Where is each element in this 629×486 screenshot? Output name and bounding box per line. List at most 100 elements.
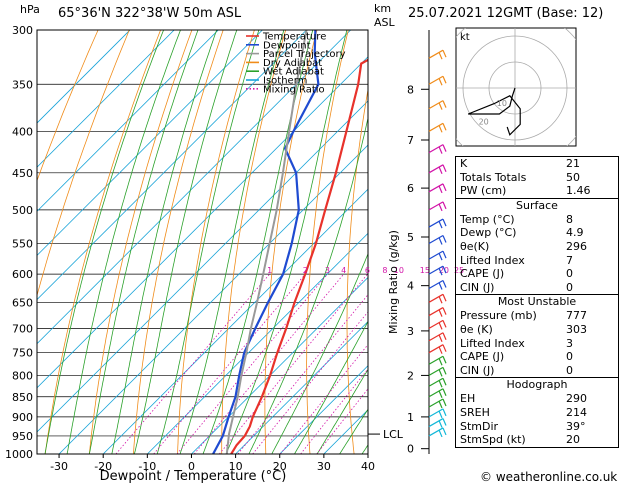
wind-barb: [428, 164, 447, 175]
wind-barb-feather: [438, 410, 443, 419]
table-row: θe (K) 303: [460, 322, 587, 336]
wind-barb-staff: [428, 75, 444, 85]
wind-barb-feather: [442, 100, 447, 108]
mixing-ratio-line: [153, 273, 306, 454]
table-row: StmDir 39°: [460, 419, 586, 433]
wind-barb-feather: [438, 203, 443, 212]
wind-barb: [428, 398, 447, 409]
height-tick-label: 6: [407, 182, 414, 195]
table-row: CIN (J) 0: [460, 363, 573, 377]
hodograph: 10 20: [456, 28, 576, 146]
wind-barb-feather: [442, 355, 447, 364]
wind-barb-staff: [428, 427, 444, 437]
wind-barb: [428, 75, 447, 86]
wind-barb-feather: [442, 201, 447, 210]
x-tick-label: -30: [50, 460, 68, 473]
hodograph-unit: kt: [460, 32, 470, 43]
wind-barb-staff: [428, 398, 444, 408]
height-tick-label: 0: [407, 443, 414, 456]
pressure-tick-label: 750: [12, 347, 33, 360]
table-row: SREH 214: [460, 405, 587, 419]
wind-barb: [428, 234, 447, 245]
isotherm-line: [37, 30, 175, 168]
table-row: CAPE (J) 0: [460, 267, 573, 281]
wind-barb-feather: [438, 380, 443, 388]
isotherm-line: [146, 232, 368, 454]
wind-barb: [428, 100, 447, 110]
isotherm-line: [279, 365, 368, 454]
table-row: CIN (J) 0: [460, 280, 573, 294]
wet-adiabat-line: [316, 368, 368, 454]
isotherm-line: [58, 144, 368, 454]
mixing-ratio-line: [237, 294, 368, 454]
dry-adiabat-line: [221, 30, 287, 454]
wet-adiabat-line: [294, 320, 368, 454]
mixing-ratio-line: [218, 273, 368, 454]
height-tick-label: 3: [407, 325, 414, 338]
wind-barb: [428, 319, 447, 330]
table-row: CAPE (J) 0: [460, 350, 573, 364]
wind-barb-feather: [442, 367, 447, 375]
wind-barb-staff: [428, 201, 444, 211]
mixing-ratio-label: 10: [394, 266, 404, 275]
x-tick-label: 30: [317, 460, 331, 473]
table-row: Temp (°C) 8: [460, 212, 573, 226]
pressure-tick-label: 350: [12, 78, 33, 91]
wind-barb-feather: [442, 218, 447, 227]
wind-barb-staff: [428, 366, 444, 376]
parcel-trajectory-line: [225, 30, 308, 454]
wind-barb-feather: [442, 294, 447, 302]
isotherm-line: [235, 321, 368, 454]
wind-barb-staff: [428, 344, 444, 354]
wind-barb-feather: [438, 237, 443, 245]
wind-barb-staff: [428, 183, 444, 193]
x-tick-label: 20: [273, 460, 287, 473]
credit-text: © weatheronline.co.uk: [480, 470, 618, 484]
x-tick-label: -20: [94, 460, 112, 473]
table-row: EH 290: [460, 392, 587, 406]
legend-label: Parcel Trajectory: [263, 49, 346, 60]
height-tick-label: 7: [407, 134, 414, 147]
wind-barb-feather: [438, 252, 443, 261]
mixing-ratio-label: 8: [382, 266, 387, 275]
isotherm-line: [37, 30, 352, 345]
wind-barb-staff: [428, 49, 444, 59]
mixing-ratio-label: 3: [325, 266, 330, 275]
table-row: StmSpd (kt) 20: [460, 433, 580, 447]
table-row: Lifted Index 3: [460, 336, 573, 350]
wind-barb-feather: [438, 267, 443, 276]
wind-barb-feather: [438, 78, 443, 86]
wind-barb-staff: [428, 293, 444, 303]
mixing-ratio-label: 2: [303, 266, 308, 275]
wind-barb: [428, 377, 447, 388]
hodograph-frame: [455, 27, 577, 147]
wind-barb: [428, 250, 447, 261]
wind-barb-staff: [428, 307, 444, 317]
datetime-title: 25.07.2021 12GMT (Base: 12): [408, 6, 604, 21]
wind-barbs: [428, 49, 447, 438]
wind-barb: [428, 408, 447, 419]
wind-barb-feather: [438, 282, 443, 290]
pressure-tick-label: 1000: [5, 448, 33, 461]
pressure-tick-label: 450: [12, 167, 33, 180]
wind-barb: [428, 366, 447, 377]
wind-barb-feather: [438, 220, 443, 229]
pressure-axis: 300 350 400 450 500 550 600 650 700 750 800 850 900 9…: [5, 24, 33, 461]
isotherm-line: [37, 30, 131, 124]
surface-title: Surface: [516, 198, 558, 212]
wind-barb-feather: [438, 125, 443, 133]
isotherm-line: [37, 100, 368, 433]
legend-label: Isotherm: [263, 76, 307, 87]
wet-adiabat-line: [225, 30, 348, 454]
wind-barb-feather: [442, 280, 447, 288]
wind-barb-feather: [438, 334, 443, 342]
wind-barb-feather: [438, 296, 443, 304]
stability-tables: K 21 Totals Totals 50 PW (cm) 1.46 Surface …: [455, 156, 619, 448]
hodograph-trace: [467, 87, 521, 136]
pressure-tick-label: 850: [12, 391, 33, 404]
pressure-tick-label: 900: [12, 411, 33, 424]
wind-barb-feather: [442, 344, 447, 352]
pressure-tick-label: 650: [12, 296, 33, 309]
wind-barb-feather: [442, 307, 447, 315]
wind-barb-feather: [442, 183, 447, 192]
